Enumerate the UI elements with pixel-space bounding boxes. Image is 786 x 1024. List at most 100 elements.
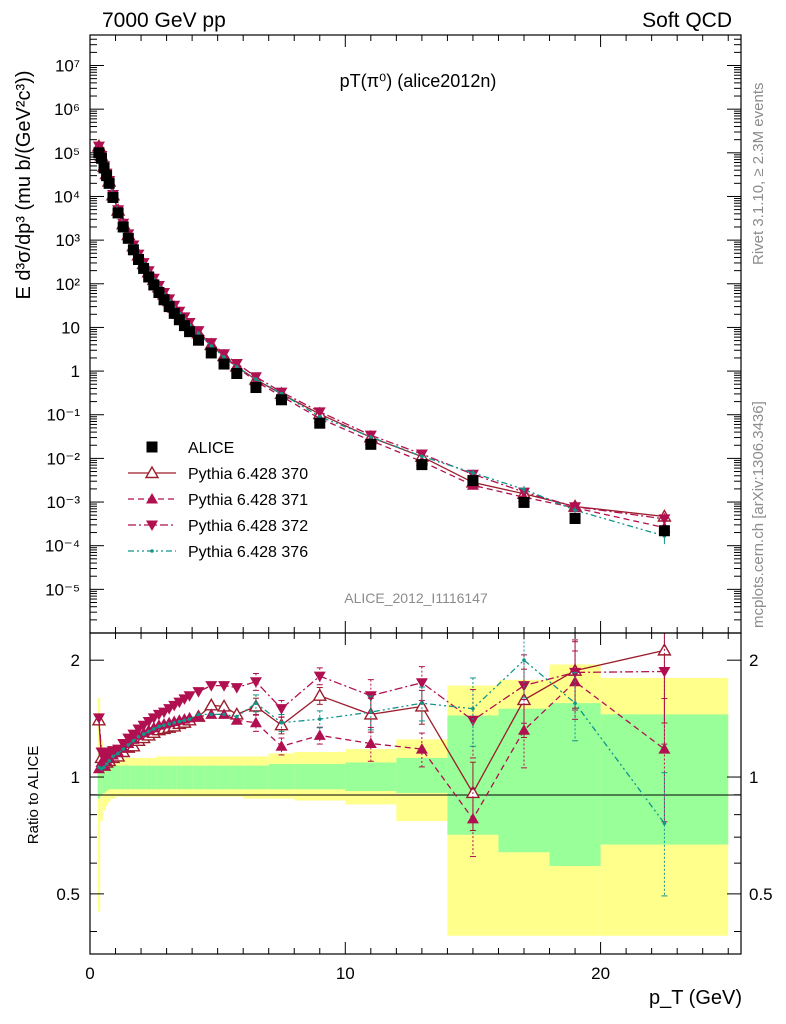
alice-data-point xyxy=(158,294,170,306)
series-3-main-point xyxy=(313,407,326,418)
alice-data-point xyxy=(143,271,155,283)
alice-data-point xyxy=(365,438,377,450)
y-tick-label: 10⁻⁴ xyxy=(45,537,80,556)
alice-data-point xyxy=(467,475,479,487)
stat-uncertainty-band-bin xyxy=(125,765,131,790)
stat-uncertainty-band-bin xyxy=(130,765,136,790)
stat-uncertainty-band-bin xyxy=(120,765,126,790)
x-tick-label: 0 xyxy=(85,964,94,983)
series-4-ratio-point xyxy=(177,719,182,724)
alice-data-point xyxy=(95,152,107,164)
series-4-main-point xyxy=(522,487,526,492)
series-4-main-point xyxy=(209,344,214,348)
stat-uncertainty-band-bin xyxy=(345,762,397,792)
alice-data-point xyxy=(250,382,262,394)
series-4-ratio-point xyxy=(162,723,166,727)
series-2-ratio-point xyxy=(658,743,671,754)
ratio-y-tick-label: 0.5 xyxy=(56,885,80,904)
series-4-main-point xyxy=(471,471,475,475)
alice-data-point xyxy=(127,244,139,256)
series-3-main-point xyxy=(205,338,218,349)
alice-data-point xyxy=(148,279,160,291)
series-4-ratio-point xyxy=(126,743,131,747)
alice-data-point xyxy=(218,358,230,370)
series-2-ratio-point xyxy=(230,714,243,725)
stat-uncertainty-band-bin xyxy=(176,765,182,790)
series-2-ratio-point xyxy=(466,812,479,824)
series-4-main-line xyxy=(98,151,665,537)
series-4-ratio-point xyxy=(471,706,475,711)
main-series xyxy=(91,139,672,545)
alice-data-point xyxy=(184,326,196,338)
ratio-panel-frame xyxy=(89,632,742,955)
series-3-main-point xyxy=(92,141,105,153)
series-4-ratio-point xyxy=(167,722,171,726)
energy-label: 7000 GeV pp xyxy=(102,9,226,32)
series-4-ratio-point xyxy=(254,701,258,705)
series-3-ratio-point xyxy=(117,739,130,750)
stat-uncertainty-band-bin xyxy=(166,765,172,790)
series-3-ratio-point xyxy=(466,715,479,727)
alice-data-point xyxy=(153,287,165,299)
alice-data-point xyxy=(112,207,124,219)
x-axis-title: p_T (GeV) xyxy=(649,987,742,1009)
series-3-ratio-point xyxy=(313,671,326,683)
series-4-ratio-point xyxy=(146,729,151,734)
stat-uncertainty-band-bin xyxy=(110,765,116,790)
series-4-ratio-point xyxy=(182,718,187,723)
x-tick-label: 10 xyxy=(336,964,355,983)
alice-data-point xyxy=(658,525,670,537)
series-3-ratio-point xyxy=(95,747,108,759)
legend-label-series-4: Pythia 6.428 376 xyxy=(188,544,308,561)
series-4-main-point xyxy=(317,414,322,419)
alice-data-point xyxy=(231,368,243,380)
x-tick-label: 20 xyxy=(591,964,610,983)
series-4-ratio-point xyxy=(317,717,322,721)
process-label: Soft QCD xyxy=(642,9,732,32)
stat-uncertainty-band-bin xyxy=(181,765,188,790)
stat-uncertainty-band-bin xyxy=(187,765,193,790)
series-4-ratio-point xyxy=(121,747,125,751)
legend-marker-series-2 xyxy=(146,493,158,504)
alice-data-point xyxy=(205,347,217,359)
y-tick-label: 10⁻² xyxy=(46,449,80,468)
legend-label-series-2: Pythia 6.428 371 xyxy=(188,492,308,509)
y-tick-label: 10³ xyxy=(55,231,80,250)
legend-marker-series-1 xyxy=(144,465,160,479)
series-3-main-point xyxy=(230,358,243,370)
legend-label-alice: ALICE xyxy=(188,440,234,457)
total-uncertainty-band-bin xyxy=(97,697,101,912)
series-4-ratio-point xyxy=(131,738,136,743)
alice-data-point xyxy=(178,320,190,332)
y-axis-title-ratio: Ratio to ALICE xyxy=(25,746,42,844)
stat-uncertainty-band-bin xyxy=(171,765,177,790)
series-2-ratio-point xyxy=(415,743,428,754)
alice-data-point xyxy=(101,170,113,182)
legend-label-series-1: Pythia 6.428 370 xyxy=(188,466,308,483)
series-4-ratio-point xyxy=(152,727,156,731)
series-3-ratio-point xyxy=(230,683,243,694)
series-1-ratio-point xyxy=(204,697,219,711)
series-3-ratio-point xyxy=(249,677,262,688)
y-tick-label: 10⁵ xyxy=(54,144,80,163)
series-4-ratio-point xyxy=(369,710,373,714)
series-3-ratio-point xyxy=(205,681,218,692)
alice-data-point xyxy=(416,459,428,471)
alice-data-point xyxy=(138,262,150,274)
stat-uncertainty-band-bin xyxy=(135,765,142,790)
series-4-ratio-point xyxy=(573,701,577,705)
series-4-main-point xyxy=(254,377,258,382)
series-3-ratio-point xyxy=(658,667,671,678)
y-tick-label: 10 xyxy=(61,318,80,337)
series-3-ratio-point xyxy=(415,678,428,689)
series-2-ratio-point xyxy=(183,711,196,723)
series-4-ratio-line xyxy=(98,659,665,824)
alice-data-point xyxy=(103,177,115,189)
alice-data-point xyxy=(98,162,110,174)
series-4-ratio-point xyxy=(107,759,111,763)
series-3-ratio-point xyxy=(112,744,125,756)
stat-uncertainty-band-bin xyxy=(230,765,244,790)
series-3-ratio-point xyxy=(183,691,196,702)
ratio-y-tick-label: 1 xyxy=(71,768,80,787)
series-3-main-line xyxy=(98,146,665,520)
